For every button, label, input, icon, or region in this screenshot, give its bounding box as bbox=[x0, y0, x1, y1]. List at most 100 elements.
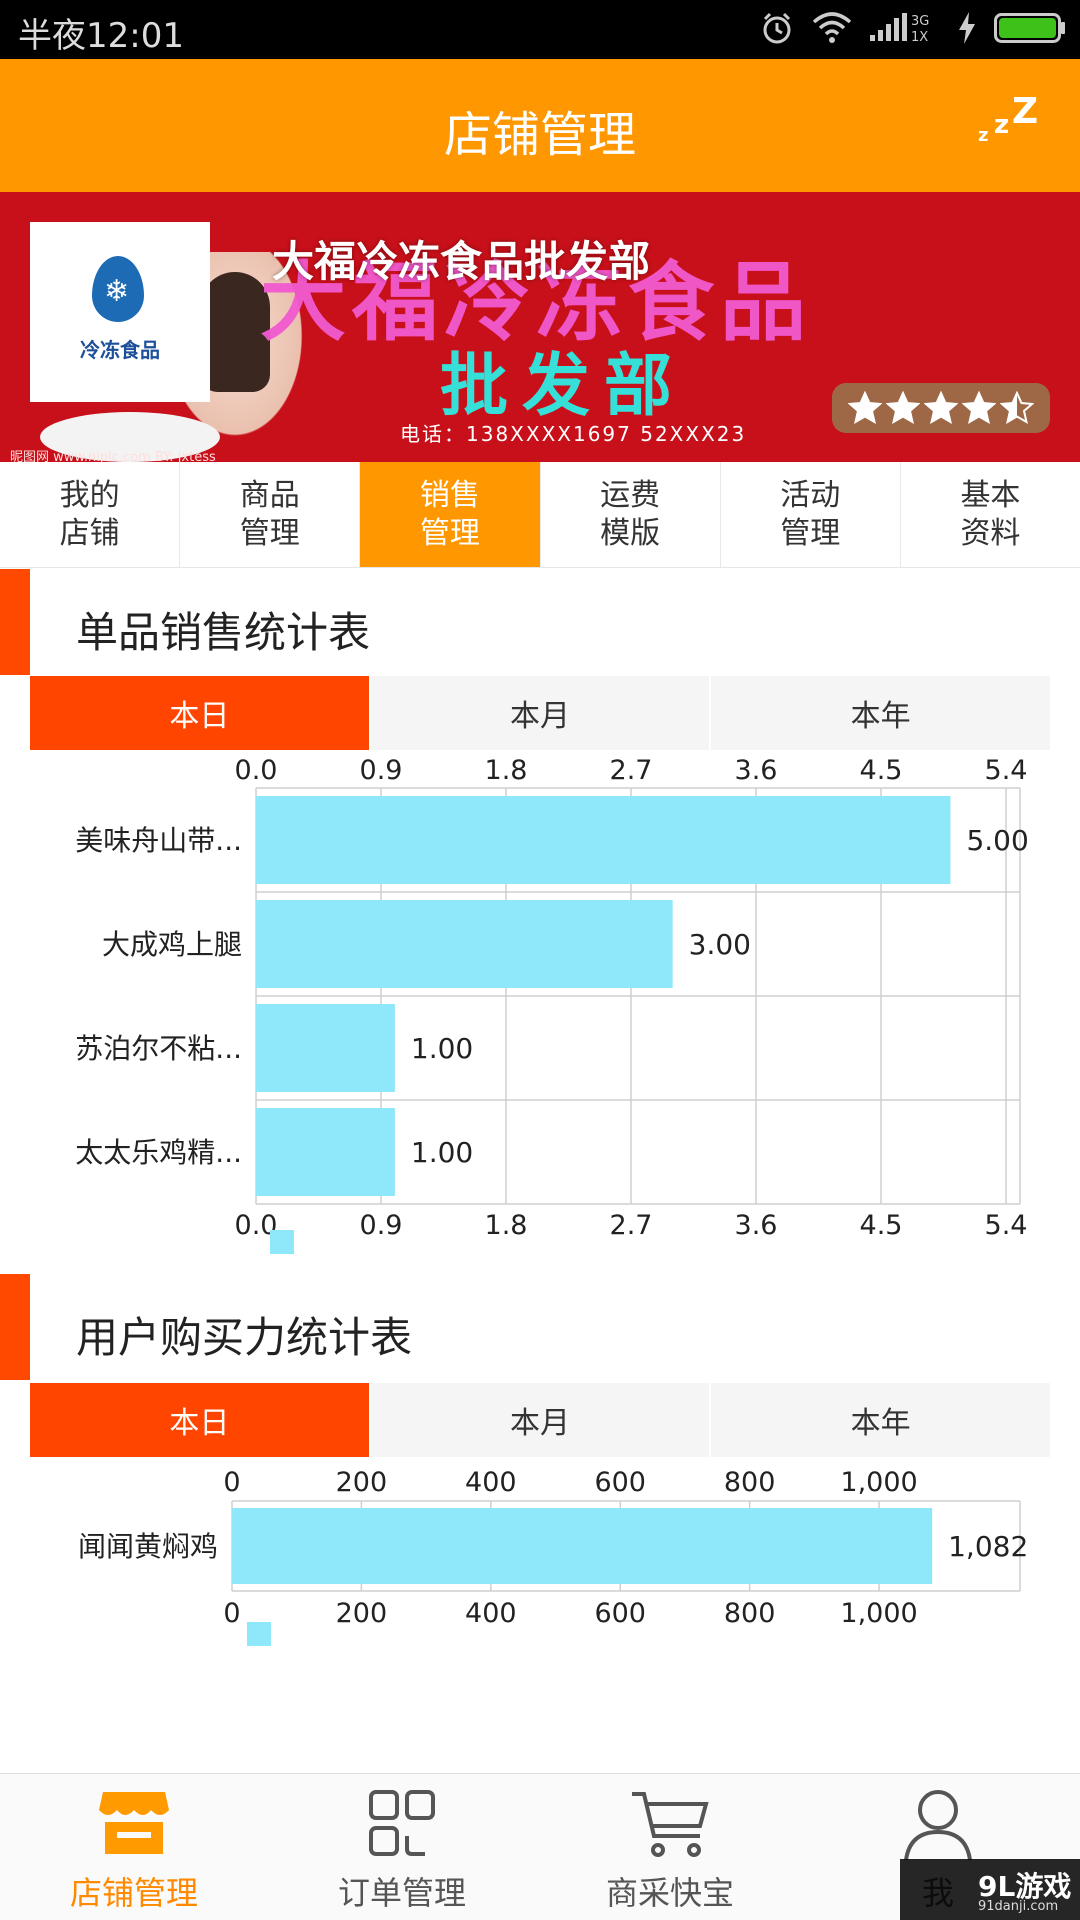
x-tick-label-top: 0.9 bbox=[360, 755, 403, 786]
star-icon bbox=[1000, 391, 1034, 425]
x-tick-label-bottom: 400 bbox=[465, 1598, 517, 1629]
x-tick-label-top: 0.0 bbox=[235, 755, 278, 786]
bar-value-label: 3.00 bbox=[689, 928, 751, 961]
category-label: 美味舟山带... bbox=[75, 824, 242, 857]
x-tick-label-top: 2.7 bbox=[610, 755, 653, 786]
banner-image-text-1: 大福冷冻食品 bbox=[260, 252, 812, 353]
legend-swatch bbox=[270, 1230, 294, 1254]
nav-store-management[interactable]: 店铺管理 bbox=[0, 1774, 268, 1920]
x-tick-label-bottom: 0.9 bbox=[360, 1210, 403, 1241]
management-tabs: 我的 店铺 商品 管理 销售 管理 运费 模版 活动 管理 基本 资料 bbox=[0, 462, 1080, 568]
cart-icon bbox=[630, 1788, 710, 1864]
x-tick-label-bottom: 2.7 bbox=[610, 1210, 653, 1241]
category-label: 闻闻黄焖鸡 bbox=[78, 1530, 218, 1563]
x-tick-label-top: 4.5 bbox=[860, 755, 903, 786]
banner-image-text-2: 批发部 bbox=[440, 346, 687, 426]
nav-label: 订单管理 bbox=[337, 1874, 466, 1912]
star-icon bbox=[962, 391, 996, 425]
star-icon bbox=[924, 391, 958, 425]
logo-text: 冷冻食品 bbox=[80, 338, 160, 362]
status-bar: 半夜12:01 3G 1X bbox=[0, 0, 1080, 59]
tab-shipping-template[interactable]: 运费 模版 bbox=[541, 462, 721, 567]
sales-period-selector: 本日 本月 本年 bbox=[30, 676, 1050, 750]
tab-activity-management[interactable]: 活动 管理 bbox=[721, 462, 901, 567]
buying-bar-chart: 0 0 200 200 400 400 600 600 800 800 1,000 1,000 1,08… bbox=[78, 1467, 1028, 1646]
x-tick-label-top: 800 bbox=[724, 1467, 776, 1498]
svg-text:z: z bbox=[978, 125, 988, 145]
nav-order-management[interactable]: 订单管理 bbox=[268, 1774, 536, 1920]
shop-rating bbox=[832, 383, 1050, 433]
buying-period-day[interactable]: 本日 bbox=[30, 1383, 371, 1457]
sales-section-header: 单品销售统计表 bbox=[0, 569, 1080, 675]
svg-text:Z: Z bbox=[1012, 93, 1038, 132]
buying-period-year[interactable]: 本年 bbox=[850, 1406, 911, 1441]
banner-model-hair bbox=[200, 272, 270, 392]
sales-period-day[interactable]: 本日 bbox=[30, 676, 371, 750]
nav-purchasing[interactable]: 商采快宝 bbox=[536, 1774, 804, 1920]
shop-logo[interactable]: ❄ 冷冻食品 bbox=[30, 222, 210, 402]
x-tick-label-top: 5.4 bbox=[985, 755, 1028, 786]
buying-period-month[interactable]: 本月 bbox=[371, 1383, 712, 1457]
charging-icon bbox=[958, 12, 976, 48]
user-icon bbox=[902, 1788, 974, 1866]
x-tick-label-top: 400 bbox=[465, 1467, 517, 1498]
banner-plate bbox=[40, 412, 220, 462]
x-tick-label-bottom: 200 bbox=[336, 1598, 388, 1629]
bar bbox=[256, 900, 673, 988]
sales-period-year[interactable]: 本年 bbox=[850, 699, 911, 734]
banner-site-text: 昵图网 www.nipic.com BY: jxtess bbox=[10, 450, 216, 462]
snowflake-icon: ❄ bbox=[104, 274, 130, 309]
buying-section-header: 用户购买力统计表 bbox=[0, 1274, 1080, 1380]
wifi-icon bbox=[812, 12, 852, 48]
bar-value-label: 1,082 bbox=[948, 1530, 1028, 1563]
tab-sales-management[interactable]: 销售 管理 bbox=[360, 462, 541, 567]
banner-phone-text: 电话：138XXXX1697 52XXX23 bbox=[400, 422, 747, 446]
x-tick-label-top: 0 bbox=[223, 1467, 240, 1498]
x-tick-label-bottom: 4.5 bbox=[860, 1210, 903, 1241]
category-label: 太太乐鸡精... bbox=[75, 1136, 242, 1169]
bar bbox=[232, 1508, 933, 1584]
tab-my-shop[interactable]: 我的 店铺 bbox=[0, 462, 181, 567]
star-icon bbox=[886, 391, 920, 425]
x-tick-label-bottom: 800 bbox=[724, 1598, 776, 1629]
x-tick-label-bottom: 600 bbox=[594, 1598, 646, 1629]
svg-text:3G: 3G bbox=[911, 14, 929, 29]
legend-swatch bbox=[247, 1622, 271, 1646]
star-icon bbox=[848, 391, 882, 425]
category-label: 大成鸡上腿 bbox=[102, 928, 242, 961]
nav-label: 商采快宝 bbox=[605, 1874, 734, 1912]
nav-label: 店铺管理 bbox=[69, 1874, 198, 1912]
x-tick-label-top: 200 bbox=[336, 1467, 388, 1498]
watermark-sub: 91danji.com bbox=[978, 1899, 1059, 1914]
svg-text:1X: 1X bbox=[911, 30, 928, 45]
battery-icon bbox=[994, 13, 1066, 47]
x-tick-label-bottom: 3.6 bbox=[735, 1210, 778, 1241]
signal-icon: 3G 1X bbox=[870, 11, 940, 49]
bar-value-label: 1.00 bbox=[411, 1136, 473, 1169]
svg-text:z: z bbox=[994, 110, 1009, 140]
page-title: 店铺管理 bbox=[443, 107, 636, 163]
sales-section-title: 单品销售统计表 bbox=[76, 608, 371, 657]
tab-basic-info[interactable]: 基本 资料 bbox=[960, 477, 1021, 551]
section-accent-bar bbox=[0, 1274, 30, 1380]
water-drop-icon bbox=[92, 256, 144, 322]
bar bbox=[256, 1004, 395, 1092]
x-tick-label-top: 3.6 bbox=[735, 755, 778, 786]
buying-section-title: 用户购买力统计表 bbox=[76, 1313, 413, 1362]
bar bbox=[256, 796, 951, 884]
bar bbox=[256, 1108, 395, 1196]
sales-bar-chart: 0.00.00.90.91.81.82.72.73.63.64.54.55.45… bbox=[75, 755, 1029, 1254]
tab-goods-management[interactable]: 商品 管理 bbox=[180, 462, 361, 567]
bar-value-label: 1.00 bbox=[411, 1032, 473, 1065]
section-accent-bar bbox=[0, 569, 30, 675]
sales-period-month[interactable]: 本月 bbox=[371, 676, 712, 750]
grid-icon bbox=[367, 1788, 437, 1862]
x-tick-label-top: 1.8 bbox=[485, 755, 528, 786]
x-tick-label-bottom: 0 bbox=[223, 1598, 240, 1629]
x-tick-label-bottom: 1.8 bbox=[485, 1210, 528, 1241]
store-icon bbox=[97, 1788, 171, 1862]
x-tick-label-top: 1,000 bbox=[840, 1467, 917, 1498]
x-tick-label-bottom: 1,000 bbox=[840, 1598, 917, 1629]
status-time: 半夜12:01 bbox=[18, 16, 184, 56]
